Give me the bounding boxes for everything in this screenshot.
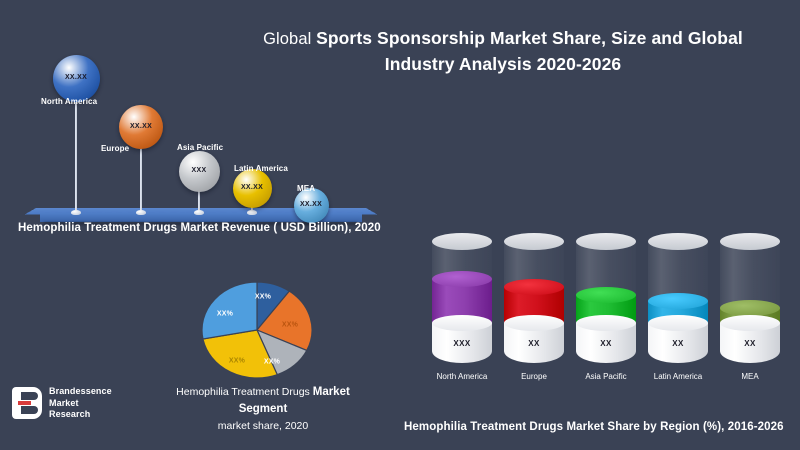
- cylinder-label: Asia Pacific: [585, 372, 627, 381]
- page-title: Global Sports Sponsorship Market Share, …: [248, 26, 758, 78]
- balloon-stick: [75, 100, 77, 213]
- cylinder-base: XX: [720, 315, 780, 363]
- balloon-revenue-chart: XX.XX North America XX.XX Europe XXX Asia Pac…: [0, 25, 400, 245]
- balloon-chart-caption: Hemophilia Treatment Drugs Market Revenu…: [18, 222, 381, 234]
- balloon-value: XXX: [191, 167, 207, 174]
- cylinder-value: XX: [672, 338, 684, 348]
- cylinder-value: XX: [744, 338, 756, 348]
- balloon-stick: [251, 206, 253, 213]
- balloon-mea: XX.XX: [293, 188, 329, 223]
- pie-caption-line1-thin: Hemophilia Treatment Drugs: [176, 386, 313, 398]
- cylinder-base: XX: [576, 315, 636, 363]
- cylinder-label: MEA: [741, 372, 759, 381]
- pie-slice-label: XX%: [254, 293, 272, 301]
- balloon-label: MEA: [297, 184, 316, 193]
- balloon-north-america: XX.XX: [52, 55, 100, 219]
- cylinder-cap: [648, 233, 708, 250]
- balloon-stick-foot: [194, 210, 204, 215]
- cylinder-value: XXX: [453, 338, 471, 348]
- balloon-latin-america: XX.XX: [232, 169, 272, 219]
- cylinder-fill-surface: [648, 292, 708, 309]
- balloon-value: XX.XX: [129, 122, 153, 130]
- title-prefix: Global: [263, 30, 317, 48]
- balloon-europe: XX.XX: [119, 105, 163, 219]
- balloon-value: XX.XX: [240, 184, 264, 191]
- cylinder-cap: [432, 233, 492, 250]
- pie-svg: [201, 281, 313, 379]
- pie-caption-line3: market share, 2020: [217, 420, 309, 432]
- balloon-stick: [198, 190, 200, 213]
- cylinder-cap: [576, 233, 636, 250]
- logo-b-icon: [12, 387, 42, 420]
- pie-caption-line2: Segment: [238, 403, 288, 415]
- cylinder-fill-surface: [504, 279, 564, 296]
- cylinder-fill-surface: [720, 299, 780, 316]
- logo-line-2: Market: [49, 397, 79, 408]
- balloon-stick-foot: [71, 210, 81, 215]
- balloon-value: XX.XX: [299, 201, 323, 208]
- cylinder-label: North America: [436, 372, 488, 381]
- pie-slice-label: XX%: [228, 357, 246, 365]
- balloon-label: Europe: [101, 144, 130, 153]
- balloon-sphere: XXX: [178, 151, 220, 192]
- title-main: Sports Sponsorship Market Share, Size an…: [316, 28, 743, 74]
- balloon-sphere: XX.XX: [52, 55, 100, 102]
- pie-chart-caption: Hemophilia Treatment Drugs Market Segmen…: [118, 383, 408, 434]
- balloon-sphere: XX.XX: [293, 188, 329, 223]
- balloon-sphere: XX.XX: [119, 105, 163, 149]
- pie-slice-label: XX%: [281, 321, 299, 329]
- cylinder-label: Latin America: [653, 372, 703, 381]
- balloon-platform-face: [40, 213, 362, 222]
- cylinder-value: XX: [528, 338, 540, 348]
- logo-line-3: Research: [49, 409, 91, 419]
- balloon-asia-pacific: XXX: [178, 151, 220, 219]
- logo-line-1: Brandessence: [49, 386, 112, 396]
- pie-slice: [201, 281, 258, 340]
- balloon-stick-foot: [247, 210, 257, 215]
- cylinder-label: Europe: [521, 372, 547, 381]
- pie-slice-label: XX%: [263, 358, 281, 366]
- balloon-sphere: XX.XX: [232, 169, 272, 208]
- pie-segment-chart: XX% XX% XX% XX% XX%: [201, 281, 313, 379]
- cylinder-chart-caption: Hemophilia Treatment Drugs Market Share …: [404, 421, 784, 433]
- balloon-value: XX.XX: [64, 74, 88, 81]
- balloon-stick: [140, 147, 142, 213]
- balloon-stick-foot: [136, 210, 146, 215]
- pie-slice: [202, 329, 279, 379]
- pie-caption-line1-bold: Market: [312, 386, 350, 398]
- cylinder-fill-surface: [576, 286, 636, 303]
- balloon-label: Latin America: [234, 164, 288, 173]
- pie-slice-label: XX%: [216, 310, 234, 318]
- brandessence-logo: Brandessence Market Research: [12, 386, 112, 421]
- cylinder-value: XX: [600, 338, 612, 348]
- cylinder-base: XX: [504, 315, 564, 363]
- cylinder-cap: [720, 233, 780, 250]
- balloon-label: North America: [41, 97, 98, 106]
- balloon-label: Asia Pacific: [177, 143, 224, 152]
- cylinder-base: XX: [648, 315, 708, 363]
- cylinder-fill-surface: [432, 271, 492, 288]
- logo-text: Brandessence Market Research: [49, 386, 112, 421]
- cylinder-cap: [504, 233, 564, 250]
- cylinder-share-chart: XXX North America XX Europe XX Asia Pacific XX…: [432, 233, 788, 393]
- cylinder-base: XXX: [432, 315, 492, 363]
- balloon-platform-shadow: [44, 222, 358, 225]
